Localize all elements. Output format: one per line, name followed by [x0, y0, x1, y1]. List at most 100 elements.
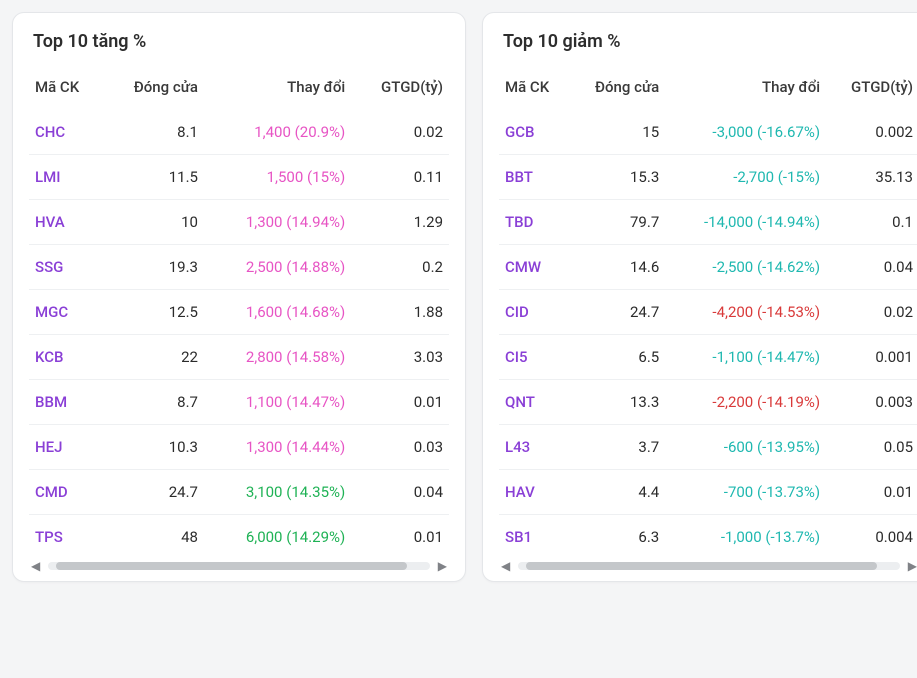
cell-gtgd: 0.01 [351, 380, 449, 425]
table-row[interactable]: HAV4.4-700 (-13.73%)0.01 [499, 470, 917, 515]
panel-gainers: Top 10 tăng % Mã CK Đóng cửa Thay đổi GT… [12, 12, 466, 582]
table-row[interactable]: CID24.7-4,200 (-14.53%)0.02 [499, 290, 917, 335]
cell-gtgd: 0.05 [826, 425, 917, 470]
cell-ticker[interactable]: CMW [499, 245, 570, 290]
cell-change: -2,700 (-15%) [665, 155, 826, 200]
cell-gtgd: 0.002 [826, 110, 917, 155]
cell-change: 3,100 (14.35%) [204, 470, 351, 515]
cell-close: 8.7 [103, 380, 204, 425]
cell-ticker[interactable]: LMI [29, 155, 103, 200]
cell-close: 24.7 [570, 290, 666, 335]
table-row[interactable]: SB16.3-1,000 (-13.7%)0.004 [499, 515, 917, 560]
cell-close: 4.4 [570, 470, 666, 515]
table-row[interactable]: BBM8.71,100 (14.47%)0.01 [29, 380, 449, 425]
cell-ticker[interactable]: CI5 [499, 335, 570, 380]
cell-ticker[interactable]: CMD [29, 470, 103, 515]
panel-losers-title: Top 10 giảm % [503, 31, 917, 52]
table-row[interactable]: QNT13.3-2,200 (-14.19%)0.003 [499, 380, 917, 425]
panel-gainers-scroll[interactable]: Mã CK Đóng cửa Thay đổi GTGD(tỷ) CHC8.11… [29, 70, 449, 559]
cell-close: 12.5 [103, 290, 204, 335]
table-row[interactable]: SSG19.32,500 (14.88%)0.2 [29, 245, 449, 290]
cell-close: 6.5 [570, 335, 666, 380]
cell-ticker[interactable]: KCB [29, 335, 103, 380]
scroll-thumb[interactable] [56, 562, 407, 570]
cell-close: 3.7 [570, 425, 666, 470]
cell-change: 6,000 (14.29%) [204, 515, 351, 560]
table-row[interactable]: HVA101,300 (14.94%)1.29 [29, 200, 449, 245]
table-row[interactable]: L433.7-600 (-13.95%)0.05 [499, 425, 917, 470]
table-row[interactable]: BBT15.3-2,700 (-15%)35.13 [499, 155, 917, 200]
cell-change: 1,300 (14.44%) [204, 425, 351, 470]
cell-change: 1,300 (14.94%) [204, 200, 351, 245]
col-gtgd: GTGD(tỷ) [351, 70, 449, 110]
cell-close: 24.7 [103, 470, 204, 515]
table-row[interactable]: GCB15-3,000 (-16.67%)0.002 [499, 110, 917, 155]
gainers-scrollbar[interactable]: ◀ ▶ [29, 557, 449, 573]
cell-change: -2,200 (-14.19%) [665, 380, 826, 425]
cell-change: -3,000 (-16.67%) [665, 110, 826, 155]
scroll-track[interactable] [518, 562, 900, 570]
cell-change: -1,000 (-13.7%) [665, 515, 826, 560]
panels-container: Top 10 tăng % Mã CK Đóng cửa Thay đổi GT… [12, 12, 905, 582]
scroll-track[interactable] [48, 562, 430, 570]
table-row[interactable]: LMI11.51,500 (15%)0.11 [29, 155, 449, 200]
cell-close: 15 [570, 110, 666, 155]
cell-change: 2,500 (14.88%) [204, 245, 351, 290]
cell-gtgd: 3.03 [351, 335, 449, 380]
cell-gtgd: 0.004 [826, 515, 917, 560]
col-dong-cua: Đóng cửa [570, 70, 666, 110]
scroll-right-icon[interactable]: ▶ [906, 559, 917, 573]
cell-close: 10.3 [103, 425, 204, 470]
cell-ticker[interactable]: TBD [499, 200, 570, 245]
cell-gtgd: 0.02 [351, 110, 449, 155]
gainers-table: Mã CK Đóng cửa Thay đổi GTGD(tỷ) CHC8.11… [29, 70, 449, 559]
cell-ticker[interactable]: SB1 [499, 515, 570, 560]
table-row[interactable]: HEJ10.31,300 (14.44%)0.03 [29, 425, 449, 470]
scroll-left-icon[interactable]: ◀ [499, 559, 512, 573]
cell-ticker[interactable]: QNT [499, 380, 570, 425]
col-thay-doi: Thay đổi [204, 70, 351, 110]
cell-close: 15.3 [570, 155, 666, 200]
cell-gtgd: 0.02 [826, 290, 917, 335]
cell-ticker[interactable]: TPS [29, 515, 103, 560]
cell-ticker[interactable]: HAV [499, 470, 570, 515]
cell-close: 48 [103, 515, 204, 560]
table-row[interactable]: TPS486,000 (14.29%)0.01 [29, 515, 449, 560]
table-row[interactable]: CMD24.73,100 (14.35%)0.04 [29, 470, 449, 515]
table-row[interactable]: CMW14.6-2,500 (-14.62%)0.04 [499, 245, 917, 290]
cell-change: -600 (-13.95%) [665, 425, 826, 470]
scroll-thumb[interactable] [526, 562, 877, 570]
losers-header-row: Mã CK Đóng cửa Thay đổi GTGD(tỷ) [499, 70, 917, 110]
cell-gtgd: 1.29 [351, 200, 449, 245]
panel-losers-scroll[interactable]: Mã CK Đóng cửa Thay đổi GTGD(tỷ) GCB15-3… [499, 70, 917, 559]
cell-change: -14,000 (-14.94%) [665, 200, 826, 245]
cell-gtgd: 0.11 [351, 155, 449, 200]
cell-gtgd: 35.13 [826, 155, 917, 200]
col-gtgd: GTGD(tỷ) [826, 70, 917, 110]
cell-ticker[interactable]: L43 [499, 425, 570, 470]
cell-close: 6.3 [570, 515, 666, 560]
table-row[interactable]: CHC8.11,400 (20.9%)0.02 [29, 110, 449, 155]
scroll-left-icon[interactable]: ◀ [29, 559, 42, 573]
cell-ticker[interactable]: HVA [29, 200, 103, 245]
losers-scrollbar[interactable]: ◀ ▶ [499, 557, 917, 573]
cell-close: 10 [103, 200, 204, 245]
cell-ticker[interactable]: BBT [499, 155, 570, 200]
table-row[interactable]: KCB222,800 (14.58%)3.03 [29, 335, 449, 380]
col-thay-doi: Thay đổi [665, 70, 826, 110]
cell-ticker[interactable]: BBM [29, 380, 103, 425]
cell-ticker[interactable]: HEJ [29, 425, 103, 470]
cell-ticker[interactable]: MGC [29, 290, 103, 335]
table-row[interactable]: MGC12.51,600 (14.68%)1.88 [29, 290, 449, 335]
cell-ticker[interactable]: SSG [29, 245, 103, 290]
cell-change: 1,600 (14.68%) [204, 290, 351, 335]
cell-ticker[interactable]: CHC [29, 110, 103, 155]
cell-ticker[interactable]: CID [499, 290, 570, 335]
cell-ticker[interactable]: GCB [499, 110, 570, 155]
col-ma-ck: Mã CK [499, 70, 570, 110]
table-row[interactable]: TBD79.7-14,000 (-14.94%)0.1 [499, 200, 917, 245]
cell-change: 1,100 (14.47%) [204, 380, 351, 425]
scroll-right-icon[interactable]: ▶ [436, 559, 449, 573]
cell-close: 14.6 [570, 245, 666, 290]
table-row[interactable]: CI56.5-1,100 (-14.47%)0.001 [499, 335, 917, 380]
